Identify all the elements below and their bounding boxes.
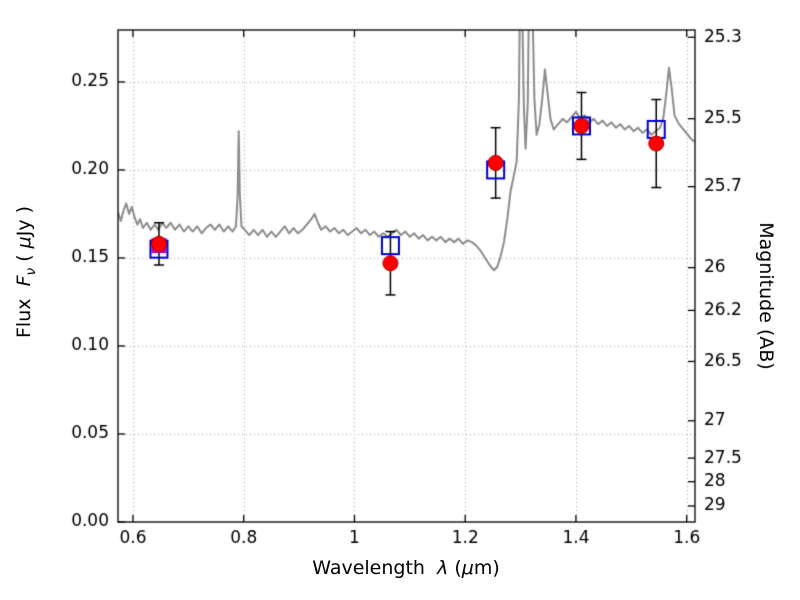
x-axis-label: Wavelength λ (μm) <box>312 557 500 579</box>
x-axis-label-unit: m) <box>473 557 500 579</box>
mu-symbol: μ <box>461 557 474 579</box>
y-axis-label-paren: ( <box>13 248 36 268</box>
x-axis-label-paren: ( <box>448 557 462 579</box>
lambda-symbol: λ <box>437 557 449 579</box>
y-axis-label-left: Flux Fν ( μJy ) <box>13 206 39 338</box>
y-axis-label-right: Magnitude (AB) <box>755 222 777 370</box>
x-axis-label-word: Wavelength <box>312 557 438 579</box>
mu-symbol-left: μ <box>13 236 36 249</box>
flux-F-symbol: F <box>13 275 36 287</box>
y-axis-label-unit: Jy ) <box>13 205 36 237</box>
y-axis-label-word: Flux <box>13 286 36 339</box>
nu-subscript: ν <box>22 267 39 276</box>
